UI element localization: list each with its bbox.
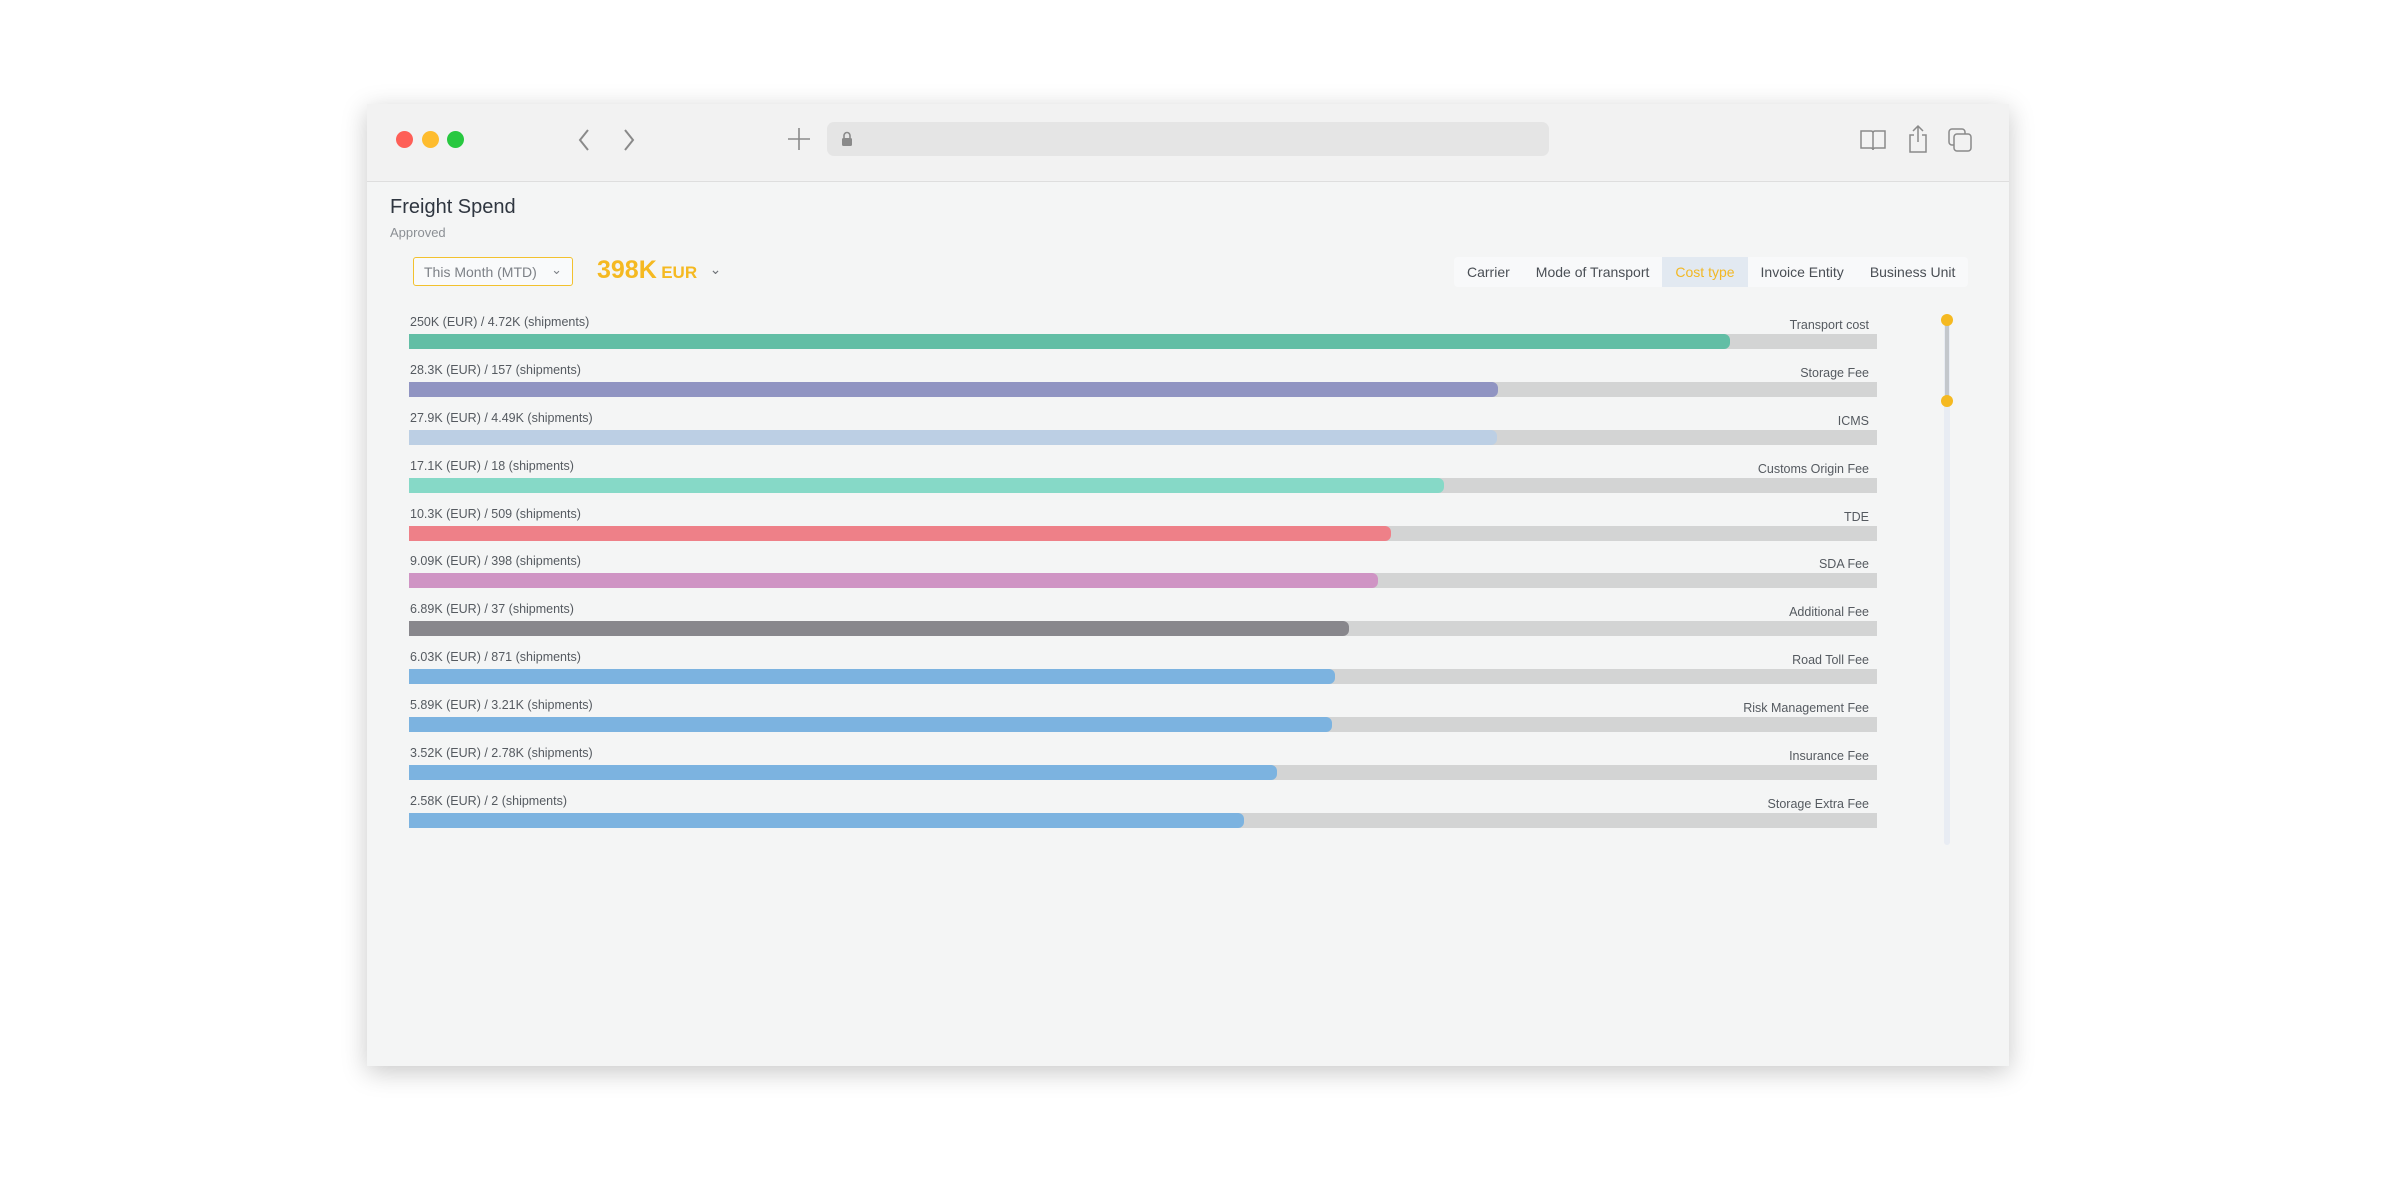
page-subtitle: Approved [390,225,446,240]
bar-fill [409,812,1245,828]
tab-carrier[interactable]: Carrier [1467,264,1510,280]
page-title: Freight Spend [390,196,516,218]
browser-window: Freight Spend Approved This Month (MTD) … [367,104,2009,1066]
bar-value-label: 250K (EUR) / 4.72K (shipments) [410,315,590,329]
bar-category-label: Risk Management Fee [1743,701,1869,716]
tab-invoice-entity[interactable]: Invoice Entity [1760,264,1844,280]
bar-row[interactable]: 3.52K (EUR) / 2.78K (shipments) Insurance… [409,746,1877,794]
bar-fill [409,621,1349,637]
bar-row[interactable]: 9.09K (EUR) / 398 (shipments) SDA Fee [409,554,1877,602]
minimize-window-button[interactable] [422,131,439,148]
bar-track [409,669,1877,685]
grouping-tabs: Carrier Mode of Transport Cost type Invoice… [1454,257,1969,287]
back-chevron-icon[interactable] [577,128,591,152]
bar-fill [409,429,1497,445]
bar-value-label: 5.89K (EUR) / 3.21K (shipments) [410,698,593,713]
tab-mode-of-transport[interactable]: Mode of Transport [1535,264,1650,280]
tab-cost-type[interactable]: Cost type [1662,257,1748,287]
bar-value-label: 2.58K (EUR) / 2 (shipments) [410,793,567,808]
bar-row[interactable]: 27.9K (EUR) / 4.49K (shipments) ICMS [409,411,1877,459]
bar-row[interactable]: 28.3K (EUR) / 157 (shipments) Storage Fee [409,363,1877,411]
bar-value-label: 9.09K (EUR) / 398 (shipments) [410,554,581,569]
bar-row[interactable]: 6.89K (EUR) / 37 (shipments) Additional F… [409,602,1877,650]
total-spend-dropdown[interactable]: 398K EUR ⌄ [597,256,721,285]
bar-track [409,381,1877,397]
cost-type-bar-chart: 250K (EUR) / 4.72K (shipments) Transport … [409,315,1877,842]
bar-category-label: TDE [1844,509,1869,524]
bar-track [409,765,1877,781]
bar-value-label: 6.89K (EUR) / 37 (shipments) [410,602,574,617]
reader-book-icon[interactable] [1860,129,1886,151]
bar-fill [409,381,1499,397]
bar-row[interactable]: 6.03K (EUR) / 871 (shipments) Road Toll F… [409,650,1877,698]
scrollbar-thumb[interactable] [1945,320,1949,401]
close-window-button[interactable] [396,131,413,148]
bar-row[interactable]: 5.89K (EUR) / 3.21K (shipments) Risk Mana… [409,698,1877,746]
date-range-value: This Month (MTD) [424,264,537,280]
date-range-dropdown[interactable]: This Month (MTD) ⌄ [413,257,573,286]
bar-value-label: 28.3K (EUR) / 157 (shipments) [410,362,581,377]
bar-category-label: Transport cost [1789,318,1869,332]
bar-track [409,717,1877,733]
chevron-down-icon: ⌄ [709,261,722,277]
share-icon[interactable] [1908,124,1928,154]
range-start-handle[interactable] [1941,314,1953,326]
bar-category-label: ICMS [1837,413,1869,428]
forward-chevron-icon[interactable] [622,128,636,152]
bar-track [409,477,1877,493]
bar-value-label: 27.9K (EUR) / 4.49K (shipments) [410,410,593,425]
bar-value-label: 17.1K (EUR) / 18 (shipments) [410,458,574,473]
bar-category-label: Storage Fee [1800,365,1869,380]
bar-category-label: SDA Fee [1818,557,1869,572]
bar-category-label: Road Toll Fee [1792,653,1869,668]
total-unit: EUR [661,263,698,282]
bar-fill [409,765,1277,781]
bar-row[interactable]: 250K (EUR) / 4.72K (shipments) Transport … [409,315,1877,363]
bar-row[interactable]: 10.3K (EUR) / 509 (shipments) TDE [409,507,1877,555]
bar-track [409,429,1877,445]
bar-fill [409,717,1333,733]
bar-category-label: Insurance Fee [1789,749,1869,764]
bar-fill [409,477,1444,493]
bar-track [409,621,1877,637]
new-tab-plus-icon[interactable] [787,127,811,151]
maximize-window-button[interactable] [447,131,464,148]
bar-row[interactable]: 2.58K (EUR) / 2 (shipments) Storage Extra… [409,794,1877,842]
tab-business-unit[interactable]: Business Unit [1869,264,1956,280]
bar-fill [409,525,1392,541]
bar-value-label: 10.3K (EUR) / 509 (shipments) [410,506,581,521]
range-end-handle[interactable] [1941,395,1953,407]
lock-icon [842,131,852,146]
address-bar[interactable] [827,122,1549,156]
bar-fill [409,669,1336,685]
bar-category-label: Storage Extra Fee [1767,796,1869,811]
bar-value-label: 6.03K (EUR) / 871 (shipments) [410,650,581,665]
bar-fill [409,334,1731,349]
bar-category-label: Additional Fee [1789,605,1869,620]
bar-fill [409,573,1378,589]
tabs-icon[interactable] [1948,128,1972,152]
bar-track [409,525,1877,541]
browser-toolbar [367,104,2009,182]
total-value: 398K [597,256,657,284]
chevron-down-icon: ⌄ [551,262,562,277]
bar-category-label: Customs Origin Fee [1757,461,1869,476]
bar-track [409,573,1877,589]
bar-track [409,334,1877,349]
bar-row[interactable]: 17.1K (EUR) / 18 (shipments) Customs Orig… [409,459,1877,507]
bar-value-label: 3.52K (EUR) / 2.78K (shipments) [410,746,593,761]
range-scrollbar[interactable] [1941,314,1953,845]
bar-track [409,812,1877,828]
